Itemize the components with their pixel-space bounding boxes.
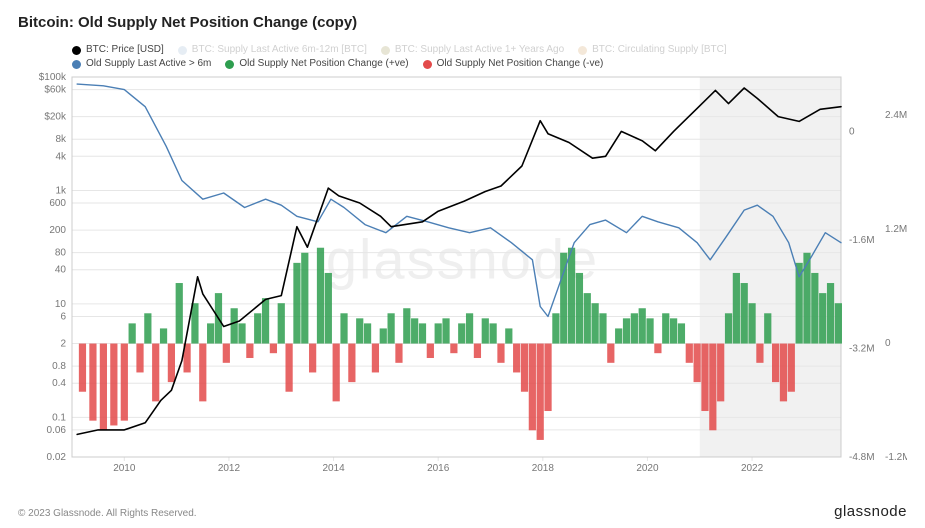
svg-text:-3.2M: -3.2M (849, 343, 875, 354)
svg-text:0.8: 0.8 (52, 361, 66, 372)
chart-title: Bitcoin: Old Supply Net Position Change … (18, 14, 907, 31)
footer: © 2023 Glassnode. All Rights Reserved. g… (18, 503, 907, 520)
chart-area: BTC: Price [USD]BTC: Supply Last Active … (18, 39, 907, 479)
svg-text:40: 40 (55, 265, 67, 276)
svg-text:$20k: $20k (44, 112, 67, 123)
svg-text:2016: 2016 (427, 463, 450, 474)
copyright: © 2023 Glassnode. All Rights Reserved. (18, 508, 197, 519)
svg-text:2.4M: 2.4M (885, 110, 907, 121)
svg-text:600: 600 (49, 198, 66, 209)
svg-text:$100k: $100k (39, 72, 67, 83)
chart-card: Bitcoin: Old Supply Net Position Change … (0, 0, 925, 528)
svg-text:2: 2 (60, 339, 66, 350)
svg-text:80: 80 (55, 248, 67, 259)
svg-text:-4.8M: -4.8M (849, 452, 875, 463)
svg-text:1k: 1k (55, 185, 67, 196)
svg-text:10: 10 (55, 299, 67, 310)
svg-text:8k: 8k (55, 134, 67, 145)
svg-text:$60k: $60k (44, 85, 67, 96)
svg-text:2010: 2010 (113, 463, 136, 474)
svg-text:2014: 2014 (322, 463, 345, 474)
svg-text:-1.2M: -1.2M (885, 452, 907, 463)
svg-text:6: 6 (60, 311, 66, 322)
svg-text:0: 0 (885, 338, 891, 349)
plot-svg: 0.02 0.06 0.1 0.4 0.8 2 610 40 80 200 600 1k 4k 8k $20… (18, 39, 907, 479)
svg-text:2022: 2022 (741, 463, 764, 474)
svg-text:4k: 4k (55, 151, 67, 162)
svg-text:2018: 2018 (532, 463, 555, 474)
svg-text:-1.6M: -1.6M (849, 235, 875, 246)
svg-text:0.4: 0.4 (52, 378, 66, 389)
svg-text:2020: 2020 (636, 463, 659, 474)
brand-logo: glassnode (834, 503, 907, 520)
svg-text:0.1: 0.1 (52, 412, 66, 423)
svg-text:2012: 2012 (218, 463, 241, 474)
svg-text:0.02: 0.02 (47, 452, 67, 463)
svg-text:200: 200 (49, 225, 66, 236)
svg-text:0.06: 0.06 (47, 425, 67, 436)
svg-text:1.2M: 1.2M (885, 224, 907, 235)
svg-text:0: 0 (849, 126, 855, 137)
